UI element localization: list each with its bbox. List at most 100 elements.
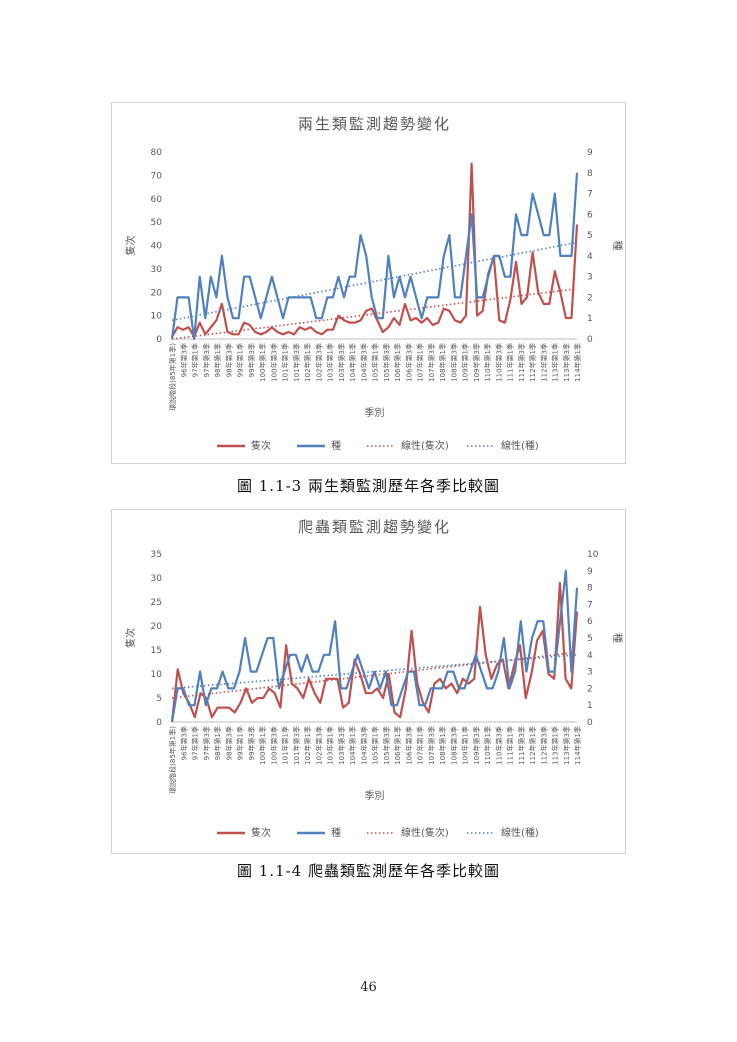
x-tick-label: 105年第1季 (371, 726, 380, 765)
x-tick-label: 107年第1季 (416, 726, 425, 765)
x-tick-label: 112年第1季 (528, 726, 537, 765)
y-axis-title: 隻次 (124, 236, 137, 256)
x-tick-label: 104年第1季 (348, 343, 357, 382)
y2-tick-label: 6 (587, 617, 593, 627)
y-tick-label: 5 (156, 694, 162, 704)
x-tick-label: 97年第1季 (191, 343, 200, 377)
y2-tick-label: 9 (587, 567, 593, 577)
x-tick-label: 110年第3季 (494, 343, 503, 382)
x-tick-label: 108年第3季 (449, 726, 458, 765)
y2-tick-label: 3 (587, 668, 593, 678)
y2-tick-label: 4 (587, 651, 593, 661)
x-tick-label: 107年第3季 (427, 343, 436, 382)
x-tick-label: 109年第1季 (461, 726, 470, 765)
x-tick-label: 106年第3季 (404, 726, 413, 765)
x-tick-label: 97年第3季 (202, 726, 211, 760)
y-tick-label: 10 (151, 312, 163, 322)
x-tick-label: 97年第3季 (202, 343, 211, 377)
x-tick-label: 105年第3季 (382, 343, 391, 382)
legend-label: 隻次 (251, 826, 271, 839)
x-tick-label: 111年第3季 (517, 343, 526, 382)
x-tick-label: 101年第1季 (281, 726, 290, 765)
x-tick-label: 103年第3季 (337, 726, 346, 765)
y2-tick-label: 5 (587, 231, 593, 241)
x-tick-label: 102年第3季 (314, 343, 323, 382)
x-tick-label: 114年第1季 (573, 343, 582, 382)
y2-tick-label: 9 (587, 148, 593, 158)
x-tick-label: 96年第3季 (179, 726, 188, 760)
x-tick-label: 107年第1季 (416, 343, 425, 382)
series-line-trend-count (171, 287, 578, 340)
y-tick-label: 10 (151, 670, 163, 680)
x-tick-label: 111年第1季 (506, 726, 515, 765)
x-tick-label: 102年第1季 (303, 343, 312, 382)
y-axis-title: 隻次 (124, 628, 137, 648)
x-tick-label: 112年第1季 (528, 343, 537, 382)
y2-axis-title: 種 (611, 633, 624, 643)
x-axis-title: 季別 (365, 790, 385, 802)
y-tick-label: 40 (151, 242, 163, 252)
x-tick-label: 108年第1季 (438, 726, 447, 765)
figure-caption-reptile: 圖 1.1-4 爬蟲類監測歷年各季比較圖 (236, 862, 500, 880)
x-tick-label: 99年第3季 (247, 726, 256, 760)
x-tick-label: 113年第3季 (562, 726, 571, 765)
series-line-species (170, 569, 579, 723)
x-tick-label: 108年第1季 (438, 343, 447, 382)
x-tick-label: 110年第1季 (483, 343, 492, 382)
x-tick-label: 100年第1季 (258, 343, 267, 382)
y2-tick-label: 0 (587, 335, 593, 345)
x-tick-label: 106年第1季 (393, 343, 402, 382)
y2-tick-label: 8 (587, 169, 593, 179)
y2-tick-label: 10 (587, 550, 599, 560)
x-tick-label: 97年第1季 (191, 726, 200, 760)
x-tick-label: 98年第3季 (224, 726, 233, 760)
y-tick-label: 0 (156, 335, 162, 345)
amphibian-chart: 兩生類監測趨勢變化 0 10 20 30 40 50 60 70 80 0 1 2 3 4 5 6 7 8 9 隻次種季… (111, 102, 626, 464)
y-tick-label: 70 (151, 171, 163, 181)
legend-label: 線性(隻次) (401, 826, 449, 839)
x-tick-label: 99年第1季 (236, 343, 245, 377)
x-tick-label: 114年第1季 (573, 726, 582, 765)
legend-label: 線性(隻次) (401, 439, 449, 452)
x-tick-label: 103年第3季 (337, 343, 346, 382)
x-tick-label: 環說階段(85年第1季) (168, 726, 177, 794)
y2-tick-label: 6 (587, 210, 593, 220)
y2-tick-label: 7 (587, 600, 593, 610)
x-tick-label: 111年第3季 (517, 726, 526, 765)
x-tick-label: 107年第3季 (427, 726, 436, 765)
x-tick-label: 96年第3季 (179, 343, 188, 377)
x-tick-label: 100年第3季 (269, 726, 278, 765)
y2-tick-label: 2 (587, 684, 593, 694)
x-tick-label: 98年第3季 (224, 343, 233, 377)
y-tick-label: 80 (151, 148, 163, 158)
x-tick-label: 113年第1季 (551, 343, 560, 382)
x-tick-label: 111年第1季 (506, 343, 515, 382)
x-tick-label: 99年第3季 (247, 343, 256, 377)
x-tick-label: 109年第3季 (472, 343, 481, 382)
y2-tick-label: 2 (587, 293, 593, 303)
x-tick-label: 98年第1季 (213, 726, 222, 760)
x-tick-label: 104年第3季 (359, 726, 368, 765)
y-tick-label: 15 (151, 646, 162, 656)
y2-axis-title: 種 (611, 241, 624, 251)
reptile-chart: 爬蟲類監測趨勢變化 0 5 10 15 20 25 30 35 0 1 2 3 4 5 6 7 8 9 10 隻次種季別… (111, 509, 626, 854)
x-tick-label: 105年第1季 (371, 343, 380, 382)
legend-label: 隻次 (251, 439, 271, 452)
y-tick-label: 30 (151, 574, 163, 584)
x-tick-label: 105年第3季 (382, 726, 391, 765)
x-tick-label: 110年第1季 (483, 726, 492, 765)
x-tick-label: 99年第1季 (236, 726, 245, 760)
x-tick-label: 103年第1季 (326, 343, 335, 382)
y2-tick-label: 1 (587, 314, 593, 324)
x-tick-label: 106年第1季 (393, 726, 402, 765)
y-tick-label: 25 (151, 598, 162, 608)
series-line-species (170, 172, 579, 341)
y2-tick-label: 8 (587, 584, 593, 594)
y2-tick-label: 5 (587, 634, 593, 644)
x-tick-label: 109年第1季 (461, 343, 470, 382)
x-tick-label: 101年第1季 (281, 343, 290, 382)
y2-tick-label: 3 (587, 273, 593, 283)
x-tick-label: 102年第3季 (314, 726, 323, 765)
x-tick-label: 112年第3季 (539, 726, 548, 765)
